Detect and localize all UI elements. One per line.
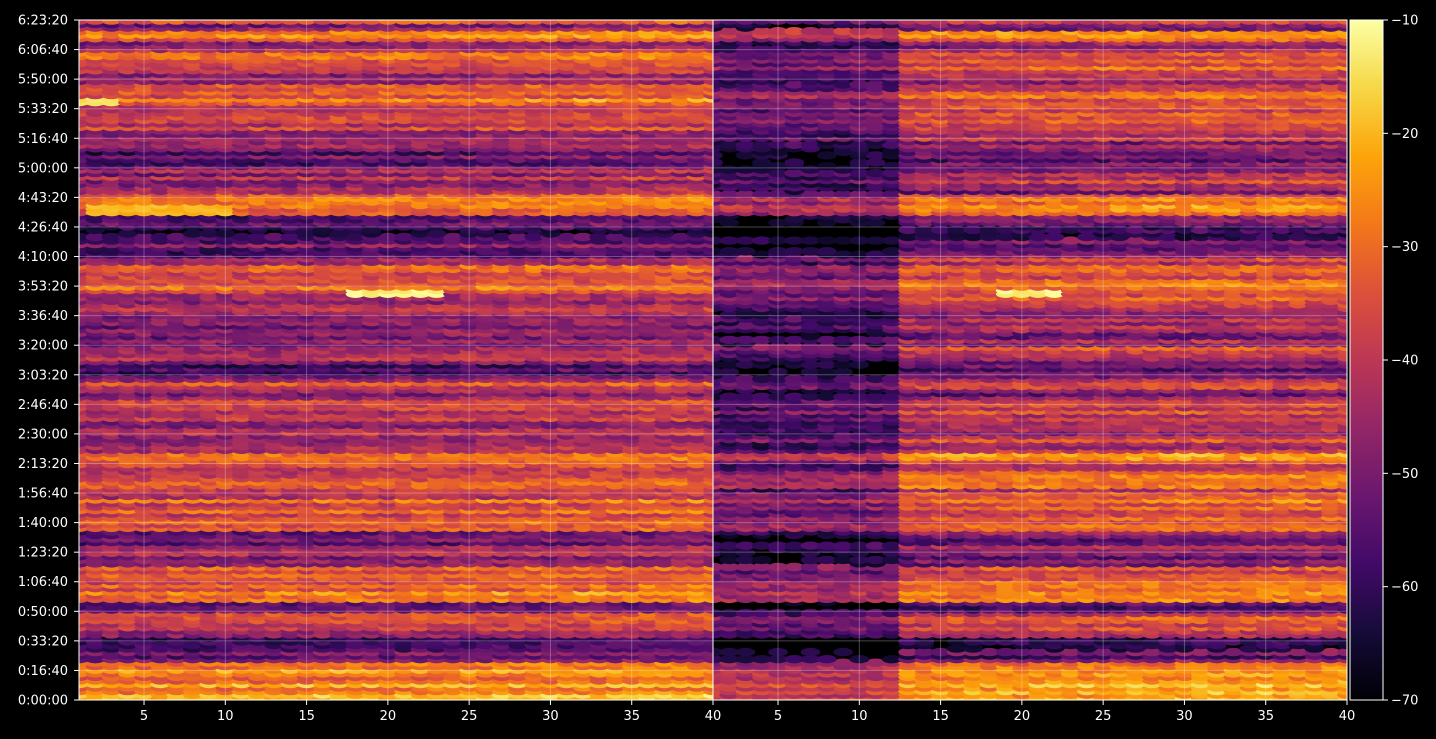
heatmap-cell [85, 637, 106, 646]
heatmap-cell [101, 637, 122, 646]
heatmap-panel-left [79, 20, 713, 700]
